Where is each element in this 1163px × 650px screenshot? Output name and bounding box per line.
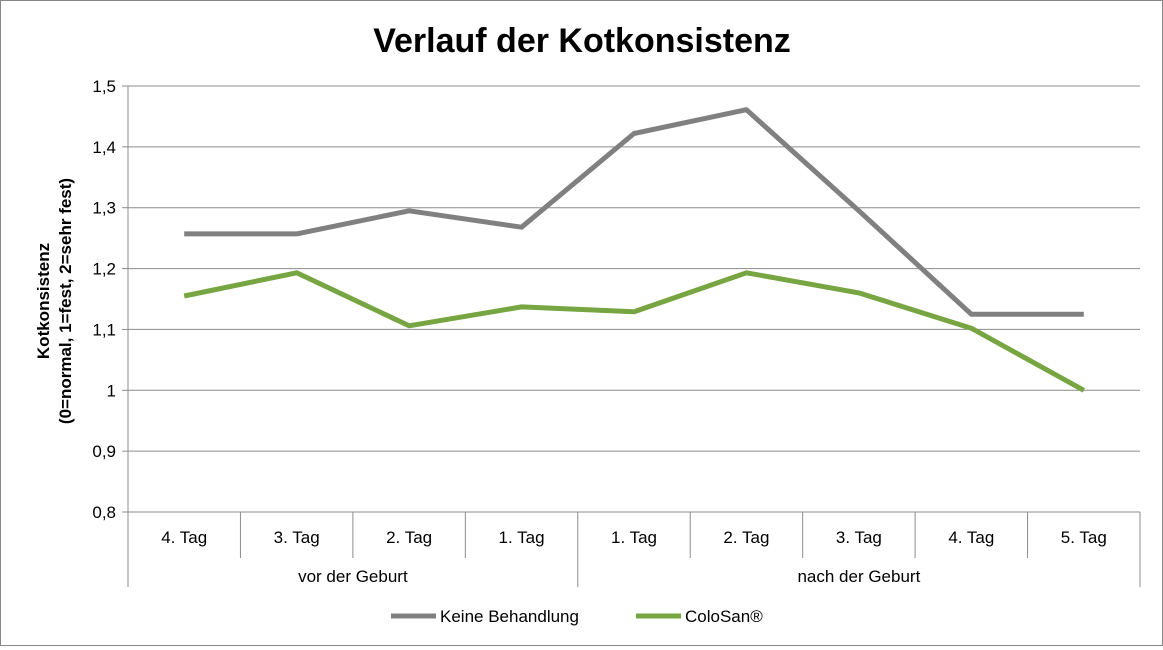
x-tick-label: 3. Tag — [836, 528, 882, 547]
x-tick-label: 1. Tag — [499, 528, 545, 547]
y-axis-ticks: 0,8 0,9 1 1,1 1,2 1,3 1,4 1,5 — [92, 77, 129, 522]
gridlines — [128, 85, 1140, 513]
chart-title: Verlauf der Kotkonsistenz — [373, 22, 791, 60]
y-axis-title: Kotkonsistenz (0=normal, 1=fest, 2=sehr … — [34, 178, 75, 424]
y-tick-label: 1,5 — [92, 77, 116, 96]
x-tick-label: 4. Tag — [161, 528, 207, 547]
x-group-label: vor der Geburt — [298, 567, 408, 586]
y-tick-label: 1,1 — [92, 320, 116, 339]
y-tick-label: 0,9 — [92, 442, 116, 461]
series-line-1 — [184, 107, 1084, 317]
y-tick-label: 1,4 — [92, 138, 116, 157]
y-tick-label: 0,8 — [92, 503, 116, 522]
x-group-label: nach der Geburt — [797, 567, 920, 586]
legend: Keine Behandlung ColoSan® — [391, 607, 763, 626]
x-tick-label: 1. Tag — [611, 528, 657, 547]
y-tick-label: 1 — [107, 381, 116, 400]
x-axis: 4. Tag 3. Tag 2. Tag 1. Tag 1. Tag 2. Tag 3. T… — [127, 511, 1141, 587]
x-tick-label: 3. Tag — [274, 528, 320, 547]
y-axis-title-line-2: (0=normal, 1=fest, 2=sehr fest) — [56, 178, 75, 424]
y-axis-title-line-1: Kotkonsistenz — [34, 243, 53, 359]
x-tick-label: 2. Tag — [723, 528, 769, 547]
y-tick-label: 1,2 — [92, 260, 116, 279]
legend-label: ColoSan® — [685, 607, 763, 626]
series-lines — [183, 107, 1086, 393]
y-tick-label: 1,3 — [92, 199, 116, 218]
x-tick-label: 4. Tag — [948, 528, 994, 547]
x-tick-label: 2. Tag — [386, 528, 432, 547]
x-tick-label: 5. Tag — [1061, 528, 1107, 547]
legend-label: Keine Behandlung — [440, 607, 579, 626]
series-line-2 — [183, 270, 1086, 393]
